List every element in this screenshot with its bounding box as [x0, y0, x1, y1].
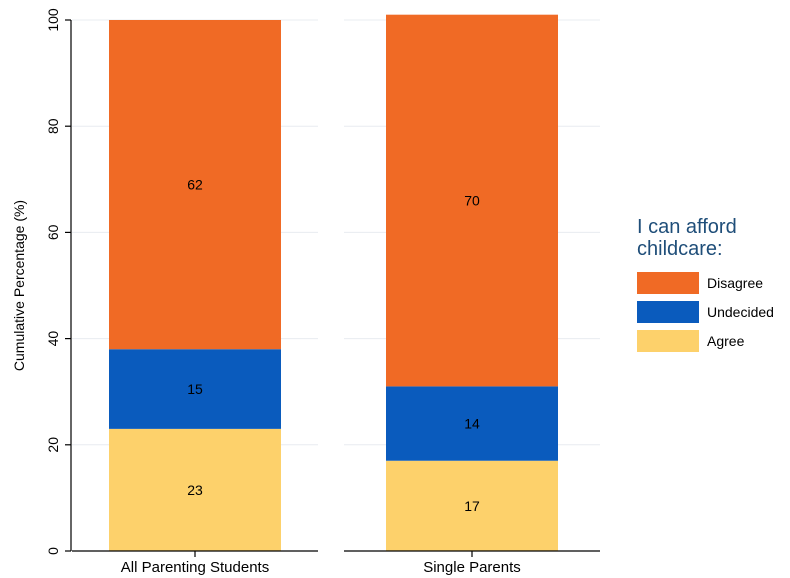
x-tick-label-2: Single Parents [423, 559, 521, 576]
labels: 23 15 62 17 14 70 [187, 177, 480, 514]
data-label-agree-2: 17 [464, 498, 480, 514]
y-tick-label-100: 100 [45, 8, 61, 32]
legend-item-undecided: Undecided [637, 301, 774, 323]
legend-label-disagree: Disagree [707, 275, 764, 291]
x-tick-label-1: All Parenting Students [121, 559, 269, 576]
bar-disagree-1 [109, 20, 281, 350]
data-label-disagree-1: 62 [187, 177, 203, 193]
y-tick-label-80: 80 [45, 118, 61, 134]
bar-undecided-2 [386, 386, 558, 461]
y-tick-label-0: 0 [45, 547, 61, 555]
data-label-disagree-2: 70 [464, 193, 480, 209]
bar-disagree-2 [386, 14, 558, 387]
bar-agree-2 [386, 460, 558, 551]
legend-swatch-undecided [637, 301, 699, 323]
legend-item-agree: Agree [637, 330, 774, 352]
y-tick-label-40: 40 [45, 331, 61, 347]
y-tick-label-20: 20 [45, 437, 61, 453]
bar-agree-1 [109, 428, 281, 551]
y-tick-label-60: 60 [45, 224, 61, 240]
axes: 0 20 40 60 80 100 Cumulative Percentage (%) All… [11, 8, 600, 576]
data-label-undecided-1: 15 [187, 381, 203, 397]
bar-undecided-1 [109, 349, 281, 429]
legend-label-agree: Agree [707, 333, 745, 349]
legend-title: I can afford childcare: [637, 216, 737, 260]
legend-swatch-agree [637, 330, 699, 352]
legend-swatch-disagree [637, 272, 699, 294]
bars [109, 14, 558, 551]
data-label-undecided-2: 14 [464, 416, 480, 432]
legend-label-undecided: Undecided [707, 304, 774, 320]
legend-item-disagree: Disagree [637, 272, 774, 294]
legend: I can afford childcare: Disagree Undecide… [637, 216, 774, 352]
y-axis-label: Cumulative Percentage (%) [11, 200, 27, 371]
data-label-agree-1: 23 [187, 482, 203, 498]
